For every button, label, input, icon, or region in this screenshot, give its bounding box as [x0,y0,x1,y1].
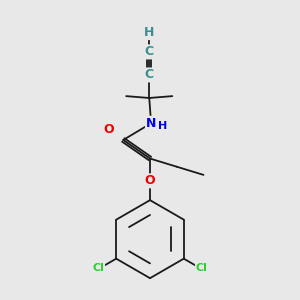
Text: Cl: Cl [92,263,104,273]
Text: N: N [146,117,156,130]
Text: O: O [145,174,155,187]
Text: H: H [158,121,168,131]
Text: C: C [145,45,154,58]
Text: C: C [145,68,154,82]
Text: Cl: Cl [196,263,208,273]
Text: O: O [104,123,114,136]
Text: H: H [144,26,154,39]
